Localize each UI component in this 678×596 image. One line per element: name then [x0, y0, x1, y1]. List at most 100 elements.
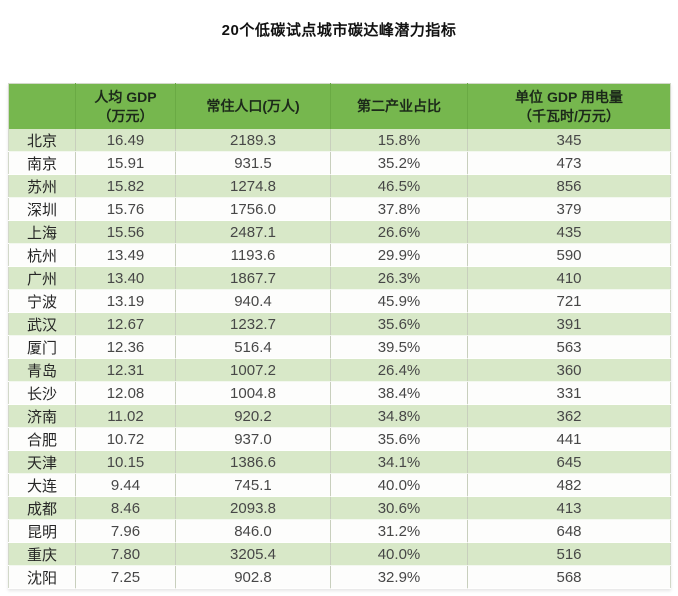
- table-row: 成都 8.46 2093.8 30.6% 413: [8, 496, 671, 520]
- cell-secondary: 45.9%: [330, 289, 468, 313]
- cell-population: 1004.8: [175, 381, 331, 405]
- cell-electricity: 568: [467, 565, 671, 589]
- cell-city: 长沙: [8, 381, 76, 405]
- cell-gdp: 15.76: [75, 197, 176, 221]
- cell-population: 516.4: [175, 335, 331, 359]
- table-row: 广州 13.40 1867.7 26.3% 410: [8, 266, 671, 290]
- cell-electricity: 360: [467, 358, 671, 382]
- cell-gdp: 16.49: [75, 129, 176, 152]
- cell-population: 2487.1: [175, 220, 331, 244]
- cell-population: 745.1: [175, 473, 331, 497]
- column-header-population: 常住人口(万人): [175, 83, 331, 129]
- table-row: 南京 15.91 931.5 35.2% 473: [8, 151, 671, 175]
- header-row: 人均 GDP （万元） 常住人口(万人) 第二产业占比 单位 GDP 用电量 （…: [8, 83, 671, 129]
- column-header-electricity-line2: （千瓦时/万元）: [518, 107, 620, 124]
- table-row: 深圳 15.76 1756.0 37.8% 379: [8, 197, 671, 221]
- cell-secondary: 34.1%: [330, 450, 468, 474]
- cell-electricity: 563: [467, 335, 671, 359]
- cell-population: 902.8: [175, 565, 331, 589]
- column-header-gdp-per-capita: 人均 GDP （万元）: [75, 83, 176, 129]
- cell-gdp: 8.46: [75, 496, 176, 520]
- cell-population: 1232.7: [175, 312, 331, 336]
- table-row: 宁波 13.19 940.4 45.9% 721: [8, 289, 671, 313]
- cell-city: 杭州: [8, 243, 76, 267]
- cell-secondary: 40.0%: [330, 542, 468, 566]
- cell-electricity: 590: [467, 243, 671, 267]
- table-row: 杭州 13.49 1193.6 29.9% 590: [8, 243, 671, 267]
- cell-gdp: 15.91: [75, 151, 176, 175]
- cell-gdp: 12.36: [75, 335, 176, 359]
- column-header-electricity: 单位 GDP 用电量 （千瓦时/万元）: [467, 83, 671, 129]
- cell-electricity: 856: [467, 174, 671, 198]
- cell-secondary: 26.6%: [330, 220, 468, 244]
- cell-secondary: 46.5%: [330, 174, 468, 198]
- cell-electricity: 435: [467, 220, 671, 244]
- cell-gdp: 13.49: [75, 243, 176, 267]
- cell-secondary: 15.8%: [330, 129, 468, 152]
- cell-gdp: 11.02: [75, 404, 176, 428]
- table-header: 人均 GDP （万元） 常住人口(万人) 第二产业占比 单位 GDP 用电量 （…: [8, 83, 671, 129]
- cell-secondary: 29.9%: [330, 243, 468, 267]
- cell-secondary: 35.6%: [330, 312, 468, 336]
- cell-city: 厦门: [8, 335, 76, 359]
- column-header-gdp-line1: 人均 GDP: [94, 88, 157, 105]
- cell-city: 苏州: [8, 174, 76, 198]
- cell-electricity: 721: [467, 289, 671, 313]
- cell-electricity: 345: [467, 129, 671, 152]
- cell-secondary: 35.6%: [330, 427, 468, 451]
- page-title: 20个低碳试点城市碳达峰潜力指标: [221, 22, 457, 39]
- cell-electricity: 362: [467, 404, 671, 428]
- cell-city: 昆明: [8, 519, 76, 543]
- table-row: 上海 15.56 2487.1 26.6% 435: [8, 220, 671, 244]
- cell-city: 天津: [8, 450, 76, 474]
- cell-city: 上海: [8, 220, 76, 244]
- cell-electricity: 473: [467, 151, 671, 175]
- cell-gdp: 13.19: [75, 289, 176, 313]
- cell-city: 济南: [8, 404, 76, 428]
- cell-population: 3205.4: [175, 542, 331, 566]
- cell-gdp: 7.96: [75, 519, 176, 543]
- cell-gdp: 10.15: [75, 450, 176, 474]
- cell-electricity: 379: [467, 197, 671, 221]
- cell-electricity: 482: [467, 473, 671, 497]
- cell-city: 深圳: [8, 197, 76, 221]
- cell-electricity: 391: [467, 312, 671, 336]
- cell-gdp: 12.08: [75, 381, 176, 405]
- cell-city: 宁波: [8, 289, 76, 313]
- cell-gdp: 10.72: [75, 427, 176, 451]
- table-row: 重庆 7.80 3205.4 40.0% 516: [8, 542, 671, 566]
- cell-city: 广州: [8, 266, 76, 290]
- column-header-city: [8, 83, 76, 129]
- table-body: 北京 16.49 2189.3 15.8% 345 南京 15.91 931.5 35.2% 47…: [8, 129, 671, 589]
- cell-population: 2189.3: [175, 129, 331, 152]
- cell-population: 920.2: [175, 404, 331, 428]
- cell-city: 武汉: [8, 312, 76, 336]
- table-row: 武汉 12.67 1232.7 35.6% 391: [8, 312, 671, 336]
- cell-gdp: 7.80: [75, 542, 176, 566]
- cell-city: 南京: [8, 151, 76, 175]
- column-header-electricity-line1: 单位 GDP 用电量: [515, 88, 623, 105]
- cell-population: 1007.2: [175, 358, 331, 382]
- cell-population: 1274.8: [175, 174, 331, 198]
- cell-gdp: 13.40: [75, 266, 176, 290]
- table-row: 苏州 15.82 1274.8 46.5% 856: [8, 174, 671, 198]
- table-row: 天津 10.15 1386.6 34.1% 645: [8, 450, 671, 474]
- cell-secondary: 32.9%: [330, 565, 468, 589]
- cell-gdp: 7.25: [75, 565, 176, 589]
- table-row: 昆明 7.96 846.0 31.2% 648: [8, 519, 671, 543]
- indicators-table: 人均 GDP （万元） 常住人口(万人) 第二产业占比 单位 GDP 用电量 （…: [8, 83, 671, 589]
- cell-secondary: 40.0%: [330, 473, 468, 497]
- cell-population: 937.0: [175, 427, 331, 451]
- cell-gdp: 15.56: [75, 220, 176, 244]
- table-row: 北京 16.49 2189.3 15.8% 345: [8, 129, 671, 152]
- cell-gdp: 12.31: [75, 358, 176, 382]
- cell-city: 大连: [8, 473, 76, 497]
- cell-gdp: 12.67: [75, 312, 176, 336]
- cell-population: 1386.6: [175, 450, 331, 474]
- column-header-secondary-industry: 第二产业占比: [330, 83, 468, 129]
- cell-population: 931.5: [175, 151, 331, 175]
- cell-secondary: 26.4%: [330, 358, 468, 382]
- cell-city: 重庆: [8, 542, 76, 566]
- table-row: 厦门 12.36 516.4 39.5% 563: [8, 335, 671, 359]
- cell-secondary: 34.8%: [330, 404, 468, 428]
